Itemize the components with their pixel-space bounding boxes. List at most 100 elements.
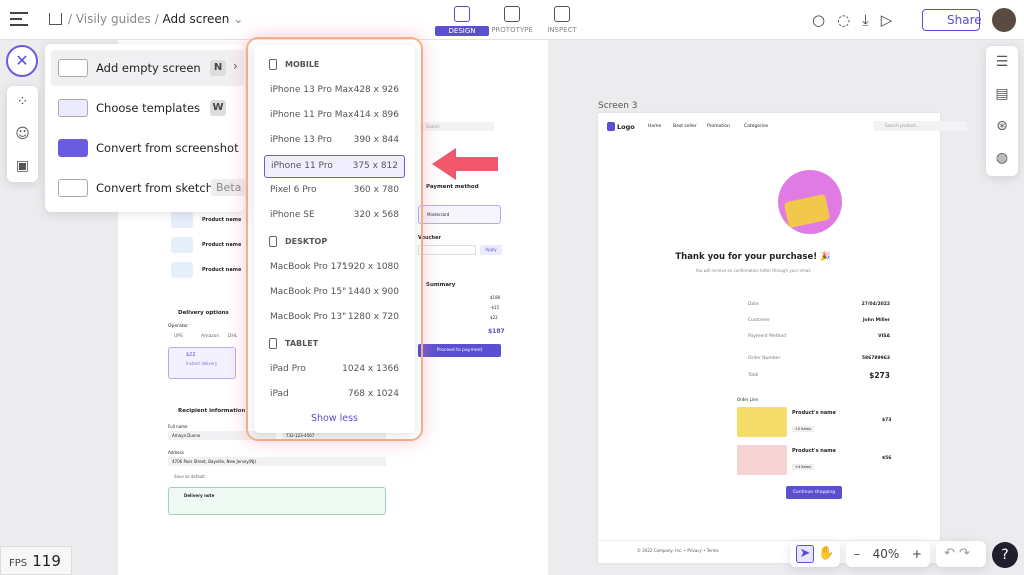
nav-item: Best seller: [673, 124, 697, 129]
avatar[interactable]: [992, 8, 1016, 32]
device-option[interactable]: iPhone 13 Pro 390 x 844: [264, 130, 405, 153]
undo-bar: ↶ ↷: [936, 541, 986, 567]
device-option[interactable]: MacBook Pro 15" 1440 x 900: [264, 282, 405, 305]
save-default: Save as default: [174, 474, 205, 479]
search: Search product...: [873, 121, 967, 131]
row-value: VISA: [878, 334, 890, 339]
order-line: Order Line: [737, 397, 758, 402]
carrier: UPS: [174, 334, 183, 339]
footer-line: [598, 540, 940, 541]
product-thumb: [171, 262, 193, 278]
device-option[interactable]: MacBook Pro 17" 1920 x 1080: [264, 257, 405, 280]
help-button[interactable]: ?: [992, 542, 1018, 568]
row-value: John Miller: [862, 318, 890, 323]
row-key: Customer: [748, 318, 770, 323]
row-key: Payment Method: [748, 334, 787, 339]
zoom-value[interactable]: 40%: [872, 547, 900, 561]
item-label: Choose templates: [96, 101, 201, 115]
tab-icon[interactable]: [504, 6, 520, 22]
device-size: 1440 x 900: [347, 287, 399, 297]
tab-label[interactable]: DESIGN: [435, 26, 489, 36]
tab-icon[interactable]: [554, 6, 570, 22]
section-icon: [269, 236, 277, 247]
tab-label[interactable]: INSPECT: [547, 26, 577, 34]
row-value: $273: [869, 371, 890, 380]
logo-mark: [607, 122, 615, 131]
device-size: 1024 x 1366: [342, 364, 399, 374]
screen3-frame: [598, 113, 940, 563]
menu-item[interactable]: Choose templates W: [51, 90, 244, 126]
proceed: Proceed to payment: [418, 344, 501, 357]
delivery-title: Delivery options: [178, 310, 229, 316]
badge: Beta: [211, 179, 247, 196]
product-thumb: [737, 407, 787, 437]
device-option[interactable]: MacBook Pro 13" 1280 x 720: [264, 307, 405, 330]
menu-item[interactable]: Convert from sketch Beta: [51, 170, 247, 206]
delivery-card: [168, 347, 236, 379]
section-title: MOBILE: [285, 60, 320, 69]
menu-item[interactable]: Add empty screen N ›: [51, 50, 244, 86]
home-icon[interactable]: [49, 13, 62, 25]
icons-right: ○◌⤓▷: [812, 11, 905, 29]
tab-icon[interactable]: [454, 6, 470, 22]
product-thumb: [171, 212, 193, 228]
payment: Payment method: [426, 184, 479, 190]
device-name: iPhone 13 Pro Max: [270, 85, 354, 95]
screen-label[interactable]: Screen 3: [598, 101, 638, 111]
device-name: MacBook Pro 13": [270, 312, 347, 322]
device-name: MacBook Pro 15": [270, 287, 347, 297]
product-name: Product's name: [792, 448, 836, 454]
left-toolbar: ⁘ ☺ ▣: [7, 86, 38, 182]
arrow: [432, 148, 498, 180]
row-value: 586789963: [861, 356, 890, 361]
sub: You will receive an confirmation letter …: [695, 268, 811, 273]
close-button[interactable]: ✕: [6, 45, 38, 77]
device-name: iPhone 11 Pro Max: [270, 110, 354, 120]
delivery-speed: Instant delivery: [186, 361, 218, 366]
device-option[interactable]: Pixel 6 Pro 360 x 780: [264, 180, 405, 203]
device-option[interactable]: iPhone SE 320 x 568: [264, 205, 405, 228]
section-icon: [269, 59, 277, 70]
amount: $180: [490, 295, 501, 300]
nav-item: Categories: [744, 124, 769, 129]
tab-label[interactable]: PROTOTYPE: [491, 26, 533, 34]
menu-icon[interactable]: [10, 12, 28, 26]
menu-item[interactable]: Convert from screenshot: [51, 130, 244, 166]
device-size: 390 x 844: [353, 135, 399, 145]
address-field: 4706 Pass Street, Bayville, New Jersey(N…: [168, 457, 386, 466]
voucher-field: [418, 245, 476, 255]
fps-box: FPS 119: [0, 546, 72, 575]
card-box: Mastercard: [418, 205, 501, 224]
right-toolbar: ☰ ▤ ⊛ ◍: [986, 46, 1018, 176]
operator: Operator: [168, 324, 189, 329]
row-key: Date: [748, 302, 759, 307]
device-size: 1280 x 720: [347, 312, 399, 322]
device-size: 375 x 812: [352, 161, 398, 171]
toggle[interactable]: Show less: [310, 413, 359, 424]
breadcrumb-link[interactable]: Visily guides: [75, 12, 151, 26]
nav-item: Home: [648, 124, 662, 129]
logo: Logo: [617, 123, 635, 131]
device-option[interactable]: iPad Pro 1024 x 1366: [264, 359, 405, 382]
shortcut: W: [210, 100, 226, 116]
device-option[interactable]: iPad 768 x 1024: [264, 384, 405, 407]
section-icon: [269, 338, 277, 349]
item-icon: [58, 59, 88, 77]
row-key: Order Number: [748, 356, 781, 361]
device-name: iPad Pro: [270, 364, 306, 374]
breadcrumb-current[interactable]: Add screen: [162, 12, 230, 26]
amount: $22: [490, 315, 498, 320]
item-icon: [58, 179, 88, 197]
chevron: ›: [233, 59, 238, 73]
topbar: / Visily guides / Add screen ⌄ DESIGN PRO…: [0, 0, 1024, 40]
product-name: Product's name: [792, 410, 836, 416]
device-size: 414 x 896: [353, 110, 399, 120]
zoom-bar: –40% +: [846, 541, 930, 567]
share-button[interactable]: Share: [922, 9, 982, 31]
device-option[interactable]: iPhone 11 Pro Max 414 x 896: [264, 105, 405, 128]
device-size: 428 x 926: [353, 85, 399, 95]
phone-field: 732-123-4567: [282, 431, 386, 440]
device-option[interactable]: iPhone 13 Pro Max 428 x 926: [264, 80, 405, 103]
device-option[interactable]: iPhone 11 Pro 375 x 812: [264, 155, 405, 178]
